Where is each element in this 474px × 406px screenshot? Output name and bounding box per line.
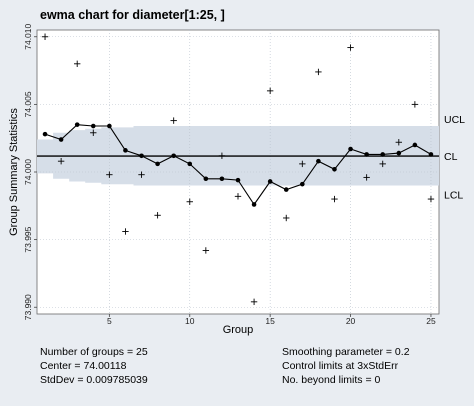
ewma-point <box>90 123 96 129</box>
ewma-point <box>300 181 305 187</box>
ewma-point <box>235 177 241 183</box>
group-stat-point <box>411 101 419 108</box>
group-stat-point <box>427 195 435 203</box>
ewma-point <box>171 153 176 159</box>
ewma-point <box>155 161 160 167</box>
group-stat-point <box>106 171 113 178</box>
x-axis-label: Group <box>223 324 254 336</box>
y-axis-label: Group Summary Statistics <box>8 108 20 236</box>
stat-number-of-groups: Number of groups = 25 <box>40 346 148 358</box>
ewma-point <box>187 161 193 167</box>
stat-smoothing: Smoothing parameter = 0.2 <box>282 346 410 358</box>
group-stat-point <box>170 117 177 124</box>
ewma-point <box>380 152 386 157</box>
group-stat-point <box>395 139 402 146</box>
stats-left: Number of groups = 25 Center = 74.00118 … <box>40 345 148 387</box>
ewma-point <box>219 176 225 182</box>
group-stat-point <box>218 152 226 159</box>
group-stat-point <box>57 157 65 165</box>
ewma-point <box>123 148 128 153</box>
stat-control-limits: Control limits at 3xStdErr <box>282 360 399 372</box>
ewma-point <box>139 153 144 159</box>
group-stat-point <box>347 44 354 51</box>
ewma-point <box>74 122 80 127</box>
ewma-point <box>42 131 48 137</box>
ewma-point <box>396 150 402 156</box>
group-stat-point <box>266 87 274 95</box>
stat-stddev: StdDev = 0.009785039 <box>40 374 148 386</box>
group-stat-point <box>379 160 386 168</box>
ewma-point <box>412 142 418 148</box>
cl-label: CL <box>444 151 458 163</box>
group-stat-point <box>299 160 306 168</box>
ewma-point <box>58 137 64 142</box>
stats-right: Smoothing parameter = 0.2 Control limits… <box>282 345 410 387</box>
group-stat-point <box>138 171 145 178</box>
group-stat-point <box>122 228 129 235</box>
x-tick-label: 10 <box>185 316 195 326</box>
group-stat-point <box>315 68 322 76</box>
ewma-point <box>316 158 321 164</box>
group-stat-point <box>90 129 97 136</box>
ewma-point <box>332 166 337 172</box>
ewma-point <box>364 152 369 157</box>
group-stat-point <box>202 247 210 254</box>
ewma-point <box>428 152 434 157</box>
ewma-point <box>267 179 273 184</box>
y-tick-label: 73.995 <box>23 226 33 252</box>
x-tick-label: 20 <box>346 316 356 326</box>
group-stat-point <box>186 198 193 205</box>
y-tick-label: 74.000 <box>23 159 33 185</box>
ewma-point <box>107 123 112 129</box>
group-stat-point <box>283 214 290 222</box>
y-tick-label: 74.010 <box>23 23 33 49</box>
ewma-point <box>283 187 289 192</box>
ewma-point <box>203 176 209 182</box>
chart-title: ewma chart for diameter[1:25, ] <box>40 8 225 22</box>
x-tick-label: 25 <box>426 316 436 326</box>
stat-center: Center = 74.00118 <box>40 360 127 372</box>
y-tick-label: 74.005 <box>23 91 33 117</box>
group-stat-point <box>41 33 49 40</box>
lcl-label: LCL <box>444 190 463 202</box>
x-tick-label: 5 <box>107 316 112 326</box>
group-stat-point <box>331 195 338 203</box>
group-stat-point <box>250 298 258 306</box>
y-tick-label: 73.990 <box>23 294 33 320</box>
group-stat-point <box>363 174 370 181</box>
ewma-point <box>251 202 257 207</box>
ewma-point <box>348 146 353 152</box>
x-tick-label: 15 <box>265 316 275 326</box>
group-stat-point <box>234 193 242 200</box>
group-stat-point <box>154 212 161 219</box>
ucl-label: UCL <box>444 114 465 126</box>
group-stat-point <box>74 60 81 68</box>
stat-beyond-limits: No. beyond limits = 0 <box>282 374 381 386</box>
